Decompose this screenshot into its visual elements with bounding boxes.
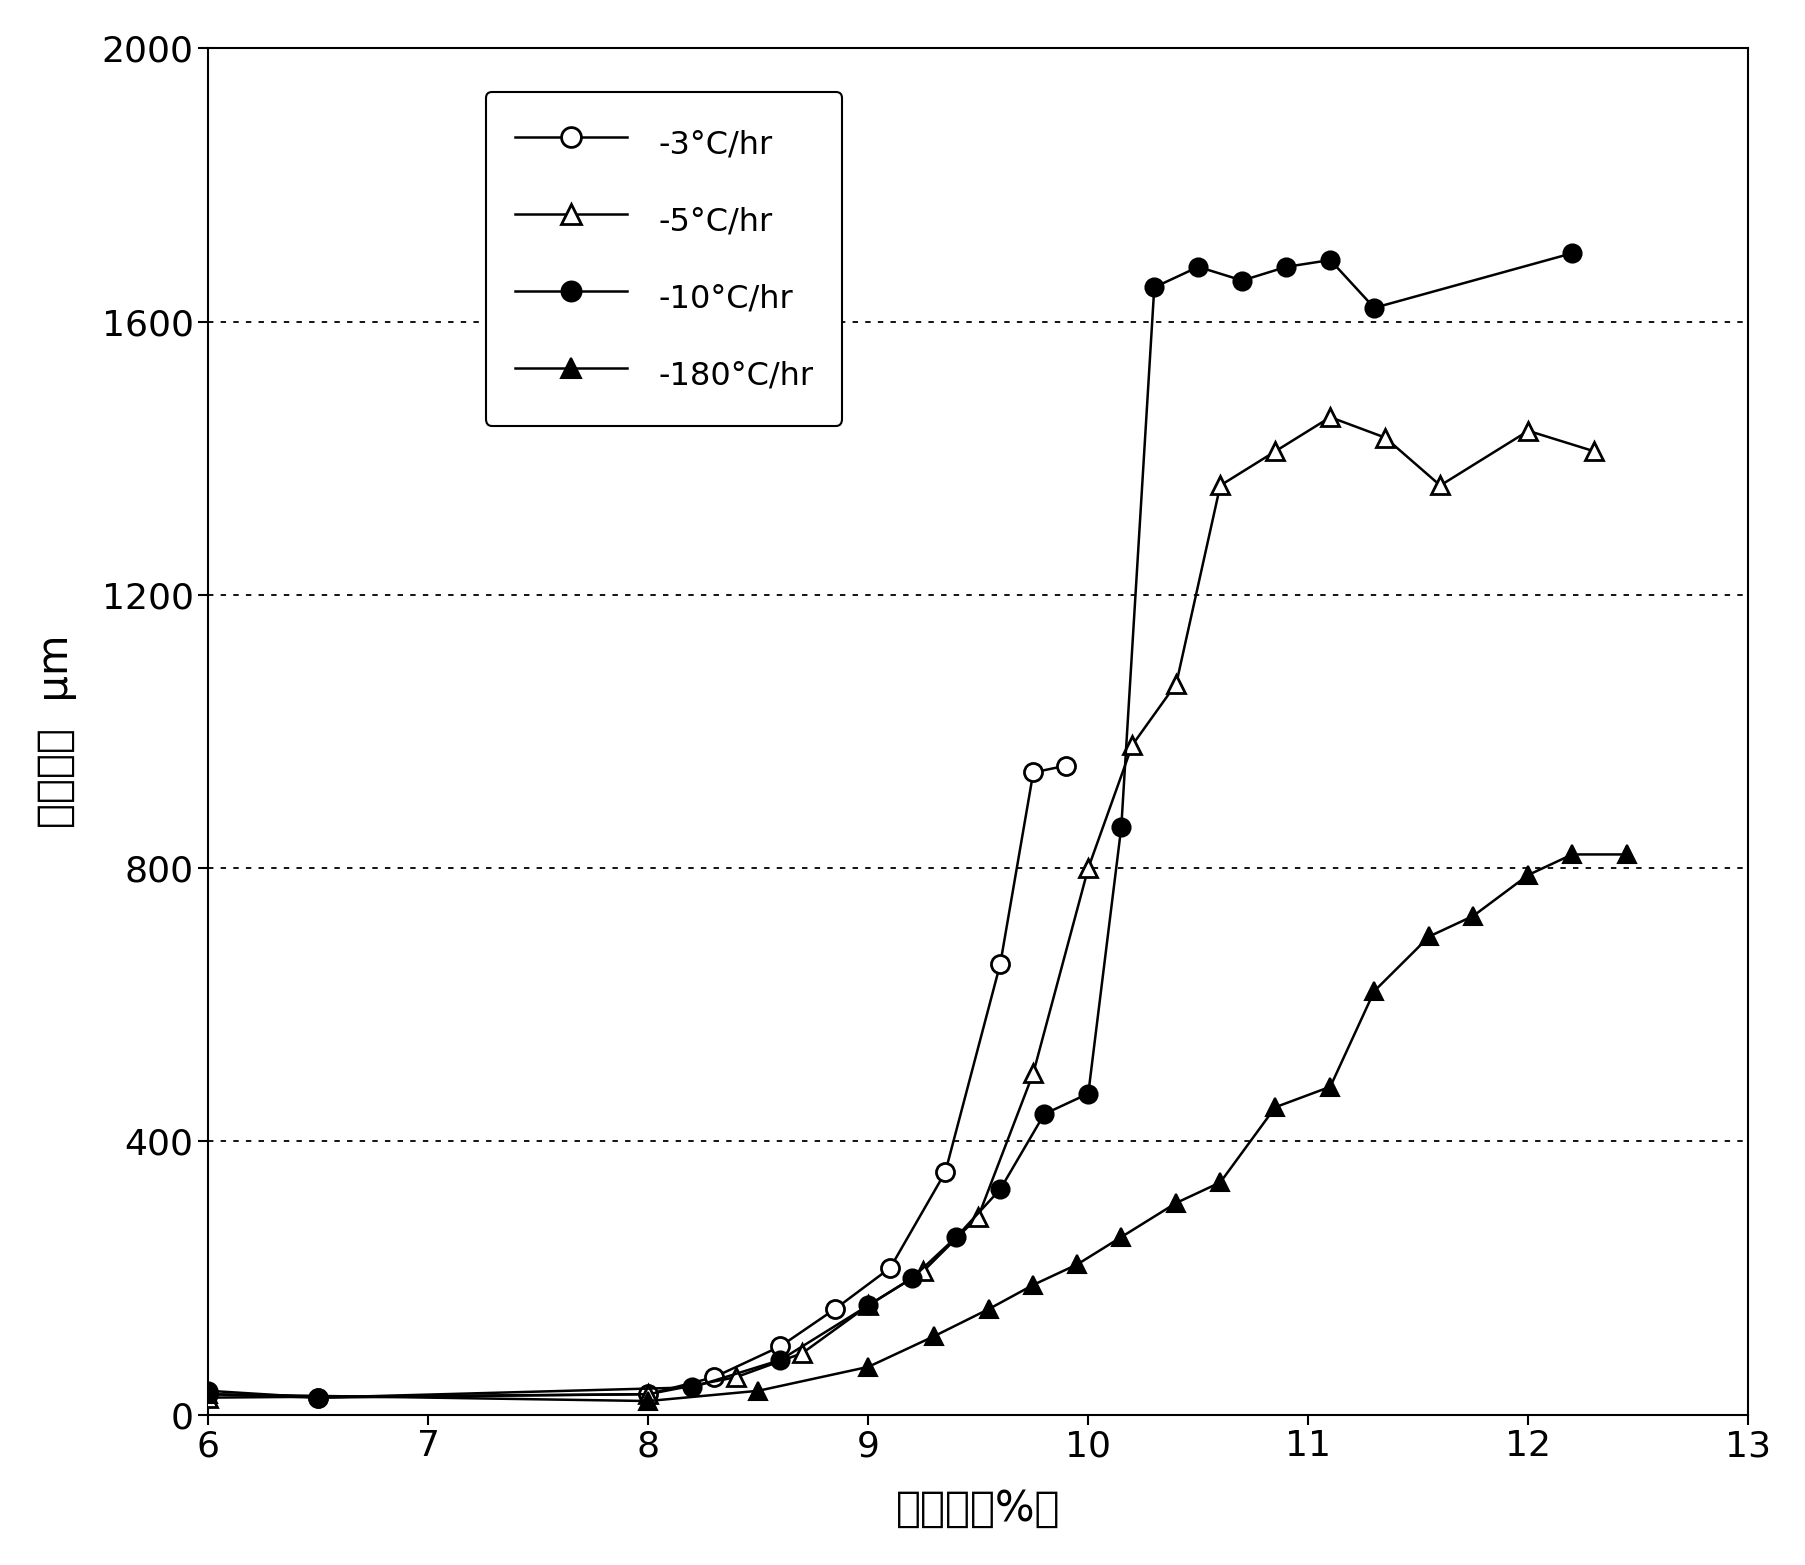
-180°C/hr bbox=[747, 1382, 769, 1401]
-5°C/hr bbox=[1209, 476, 1231, 495]
-180°C/hr bbox=[1516, 865, 1538, 884]
-180°C/hr bbox=[1209, 1174, 1231, 1193]
-180°C/hr bbox=[922, 1327, 944, 1346]
-5°C/hr bbox=[1264, 441, 1285, 460]
-180°C/hr bbox=[1417, 926, 1439, 945]
-5°C/hr bbox=[197, 1388, 218, 1407]
-5°C/hr bbox=[967, 1207, 989, 1225]
Line: -3°C/hr: -3°C/hr bbox=[199, 756, 1074, 1407]
-5°C/hr bbox=[857, 1296, 879, 1315]
-10°C/hr bbox=[901, 1269, 922, 1288]
-180°C/hr bbox=[1561, 845, 1583, 864]
-5°C/hr bbox=[1164, 675, 1186, 693]
-180°C/hr bbox=[1615, 845, 1637, 864]
-5°C/hr bbox=[1428, 476, 1449, 495]
-3°C/hr bbox=[989, 955, 1011, 973]
-5°C/hr bbox=[1516, 421, 1538, 440]
-180°C/hr bbox=[1164, 1194, 1186, 1213]
-180°C/hr bbox=[1110, 1227, 1132, 1246]
-10°C/hr bbox=[307, 1388, 329, 1407]
Line: -180°C/hr: -180°C/hr bbox=[199, 845, 1635, 1410]
-10°C/hr bbox=[1363, 299, 1384, 318]
-10°C/hr bbox=[857, 1296, 879, 1315]
-10°C/hr bbox=[989, 1180, 1011, 1199]
-10°C/hr bbox=[1274, 258, 1296, 277]
-10°C/hr bbox=[1188, 258, 1209, 277]
-10°C/hr bbox=[1110, 818, 1132, 837]
-10°C/hr bbox=[1032, 1105, 1054, 1124]
-3°C/hr bbox=[825, 1299, 847, 1318]
-3°C/hr bbox=[879, 1258, 901, 1277]
Line: -5°C/hr: -5°C/hr bbox=[199, 408, 1603, 1407]
-5°C/hr bbox=[726, 1368, 747, 1387]
-10°C/hr bbox=[946, 1227, 967, 1246]
-3°C/hr bbox=[933, 1163, 955, 1182]
-5°C/hr bbox=[1121, 736, 1143, 754]
-5°C/hr bbox=[1319, 408, 1341, 427]
-10°C/hr bbox=[1561, 244, 1583, 263]
-10°C/hr bbox=[1319, 250, 1341, 269]
-3°C/hr bbox=[637, 1385, 659, 1404]
-3°C/hr bbox=[1022, 764, 1043, 782]
-180°C/hr bbox=[1462, 906, 1484, 925]
-10°C/hr bbox=[197, 1382, 218, 1401]
Line: -10°C/hr: -10°C/hr bbox=[199, 244, 1581, 1407]
-3°C/hr bbox=[1054, 756, 1076, 775]
-10°C/hr bbox=[1231, 271, 1253, 290]
-180°C/hr bbox=[978, 1299, 1000, 1318]
-10°C/hr bbox=[769, 1351, 791, 1369]
-180°C/hr bbox=[1319, 1077, 1341, 1096]
Legend: -3°C/hr, -5°C/hr, -10°C/hr, -180°C/hr: -3°C/hr, -5°C/hr, -10°C/hr, -180°C/hr bbox=[486, 91, 841, 426]
-5°C/hr bbox=[1374, 429, 1395, 448]
Y-axis label: 孔径大小  μm: 孔径大小 μm bbox=[34, 635, 76, 828]
-5°C/hr bbox=[637, 1385, 659, 1404]
-180°C/hr bbox=[1264, 1099, 1285, 1117]
-5°C/hr bbox=[912, 1261, 933, 1280]
-180°C/hr bbox=[197, 1385, 218, 1404]
-180°C/hr bbox=[1022, 1275, 1043, 1294]
-5°C/hr bbox=[1583, 441, 1605, 460]
-10°C/hr bbox=[1078, 1085, 1099, 1103]
-180°C/hr bbox=[1067, 1255, 1088, 1274]
-180°C/hr bbox=[1363, 981, 1384, 1000]
-10°C/hr bbox=[680, 1377, 702, 1396]
-180°C/hr bbox=[857, 1357, 879, 1376]
-5°C/hr bbox=[1022, 1064, 1043, 1083]
-3°C/hr bbox=[197, 1385, 218, 1404]
-10°C/hr bbox=[1143, 279, 1164, 297]
-5°C/hr bbox=[791, 1344, 812, 1363]
-3°C/hr bbox=[769, 1337, 791, 1355]
-5°C/hr bbox=[1078, 859, 1099, 878]
-3°C/hr bbox=[704, 1368, 726, 1387]
X-axis label: 含水率（%）: 含水率（%） bbox=[895, 1488, 1060, 1531]
-180°C/hr bbox=[637, 1391, 659, 1410]
-3°C/hr bbox=[307, 1388, 329, 1407]
